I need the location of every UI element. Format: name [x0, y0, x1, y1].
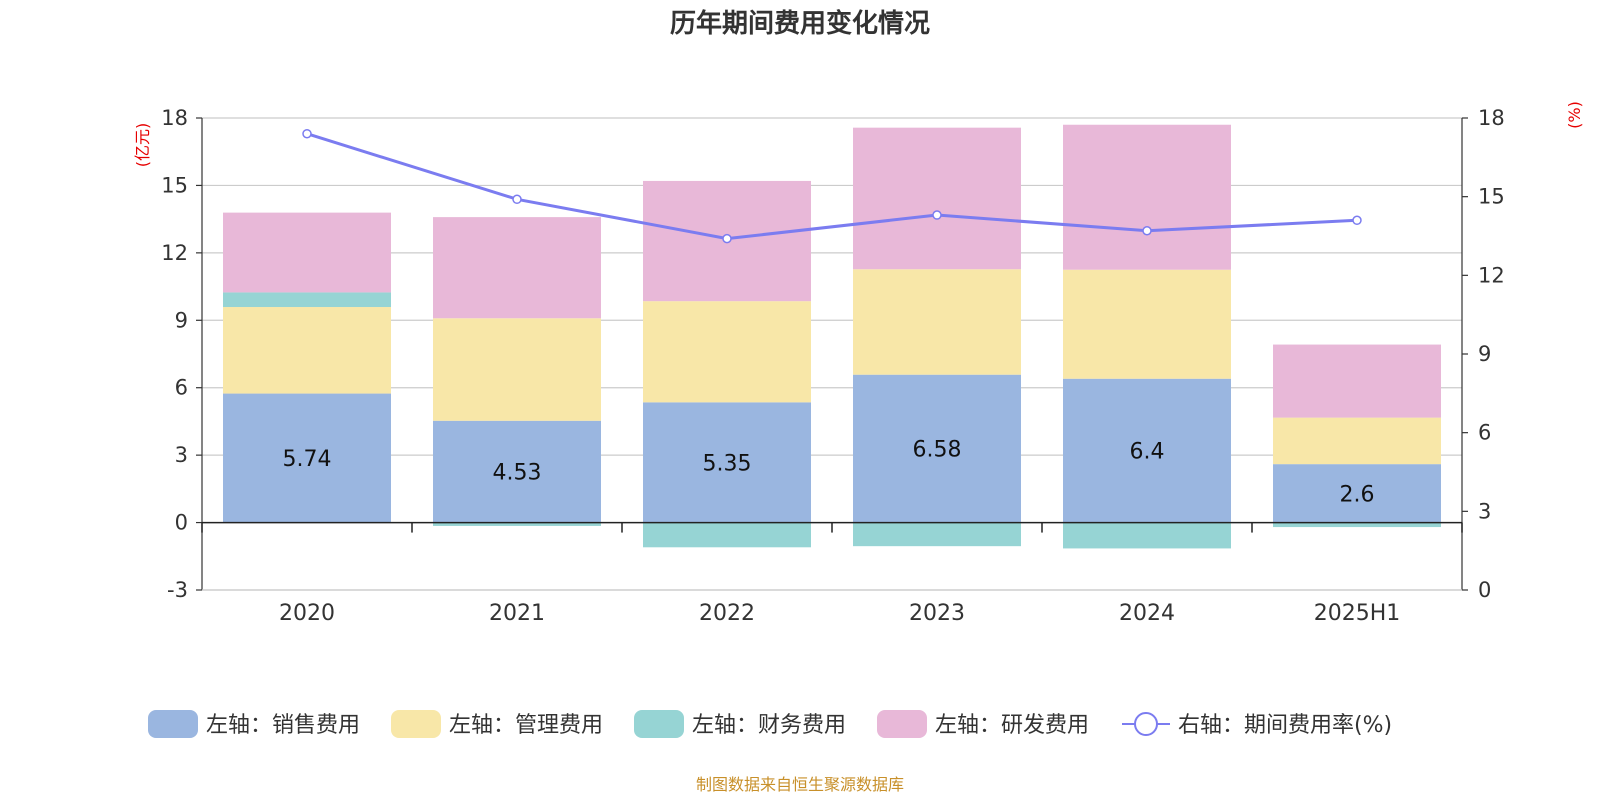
data-label: 6.58 [913, 438, 962, 463]
legend-marker [1134, 712, 1158, 736]
data-label: 5.35 [703, 451, 752, 476]
bar-2020 [223, 307, 391, 394]
right-tick-label: 9 [1478, 342, 1491, 366]
bar-2022 [643, 522, 811, 548]
legend-label: 右轴：期间费用率(%) [1178, 713, 1392, 738]
bar-2020 [223, 212, 391, 293]
rate-line-series [302, 128, 1362, 244]
legend-swatch [877, 710, 927, 738]
data-label: 4.53 [493, 461, 542, 486]
source-note: 制图数据来自恒生聚源数据库 [696, 775, 904, 794]
bar-2020 [223, 393, 391, 523]
bar-2025H1 [1273, 464, 1441, 523]
bar-2024 [1063, 124, 1231, 270]
bar-2020 [223, 292, 391, 308]
data-label: 5.74 [283, 447, 332, 472]
left-tick-label: 18 [161, 106, 188, 130]
bar-2025H1 [1273, 344, 1441, 418]
grid-lines [202, 117, 1462, 591]
legend-swatch [391, 710, 441, 738]
bar-2021 [433, 522, 601, 526]
legend-label: 左轴：研发费用 [935, 713, 1089, 738]
data-label: 6.4 [1130, 440, 1165, 465]
rate-point [512, 194, 522, 205]
x-tick-label: 2023 [909, 601, 965, 626]
x-tick-label: 2020 [279, 601, 335, 626]
chart-title: 历年期间费用变化情况 [670, 8, 930, 39]
bar-2024 [1063, 269, 1231, 379]
right-tick-label: 18 [1478, 106, 1505, 130]
rate-point [932, 210, 942, 220]
right-tick-label: 6 [1478, 421, 1491, 445]
rate-point [722, 233, 732, 244]
left-tick-label: 9 [175, 308, 188, 332]
left-tick-label: 6 [175, 376, 188, 400]
bar-2025H1 [1273, 522, 1441, 528]
left-axis-unit: (亿元) [133, 123, 152, 168]
bar-2023 [853, 374, 1021, 523]
right-axis-unit: (%) [1565, 101, 1584, 129]
right-tick-label: 3 [1478, 499, 1491, 523]
legend-label: 左轴：财务费用 [692, 713, 846, 738]
x-tick-label: 2025H1 [1314, 601, 1401, 626]
right-tick-label: 12 [1478, 263, 1505, 287]
bar-2022 [643, 301, 811, 403]
data-label: 2.6 [1340, 482, 1375, 507]
left-tick-label: 15 [161, 173, 188, 197]
axes: -3 0 3 6 9 12 15 18 0 3 6 9 12 15 18 2020 2021 2022 2023 20… [161, 106, 1504, 626]
left-tick-label: 12 [161, 241, 188, 265]
right-tick-label: 0 [1478, 578, 1491, 602]
legend-swatch [634, 710, 684, 738]
right-tick-label: 15 [1478, 185, 1505, 209]
bar-2021 [433, 217, 601, 319]
bar-2024 [1063, 378, 1231, 523]
legend-label: 左轴：管理费用 [449, 713, 603, 738]
bar-2022 [643, 402, 811, 523]
rate-point [1352, 215, 1362, 226]
bar-2021 [433, 318, 601, 421]
bar-2025H1 [1273, 417, 1441, 465]
left-tick-label: 0 [175, 511, 188, 535]
legend-label: 左轴：销售费用 [206, 713, 360, 738]
legend: 左轴：销售费用 左轴：管理费用 左轴：财务费用 左轴：研发费用 右轴：期间费用率(%) [148, 710, 1392, 738]
bar-series [223, 124, 1441, 549]
legend-swatch [148, 710, 198, 738]
x-tick-label: 2024 [1119, 601, 1175, 626]
x-tick-label: 2022 [699, 601, 755, 626]
left-tick-label: -3 [167, 578, 188, 602]
bar-2023 [853, 269, 1021, 375]
rate-point [1142, 226, 1152, 236]
rate-point [302, 128, 312, 139]
data-labels: 5.74 4.53 5.35 6.58 6.4 2.6 [283, 438, 1375, 508]
x-tick-label: 2021 [489, 601, 545, 626]
bar-2023 [853, 127, 1021, 270]
bar-2021 [433, 420, 601, 523]
bar-2024 [1063, 522, 1231, 549]
rate-line [306, 132, 1358, 241]
bar-2023 [853, 522, 1021, 547]
left-tick-label: 3 [175, 443, 188, 467]
